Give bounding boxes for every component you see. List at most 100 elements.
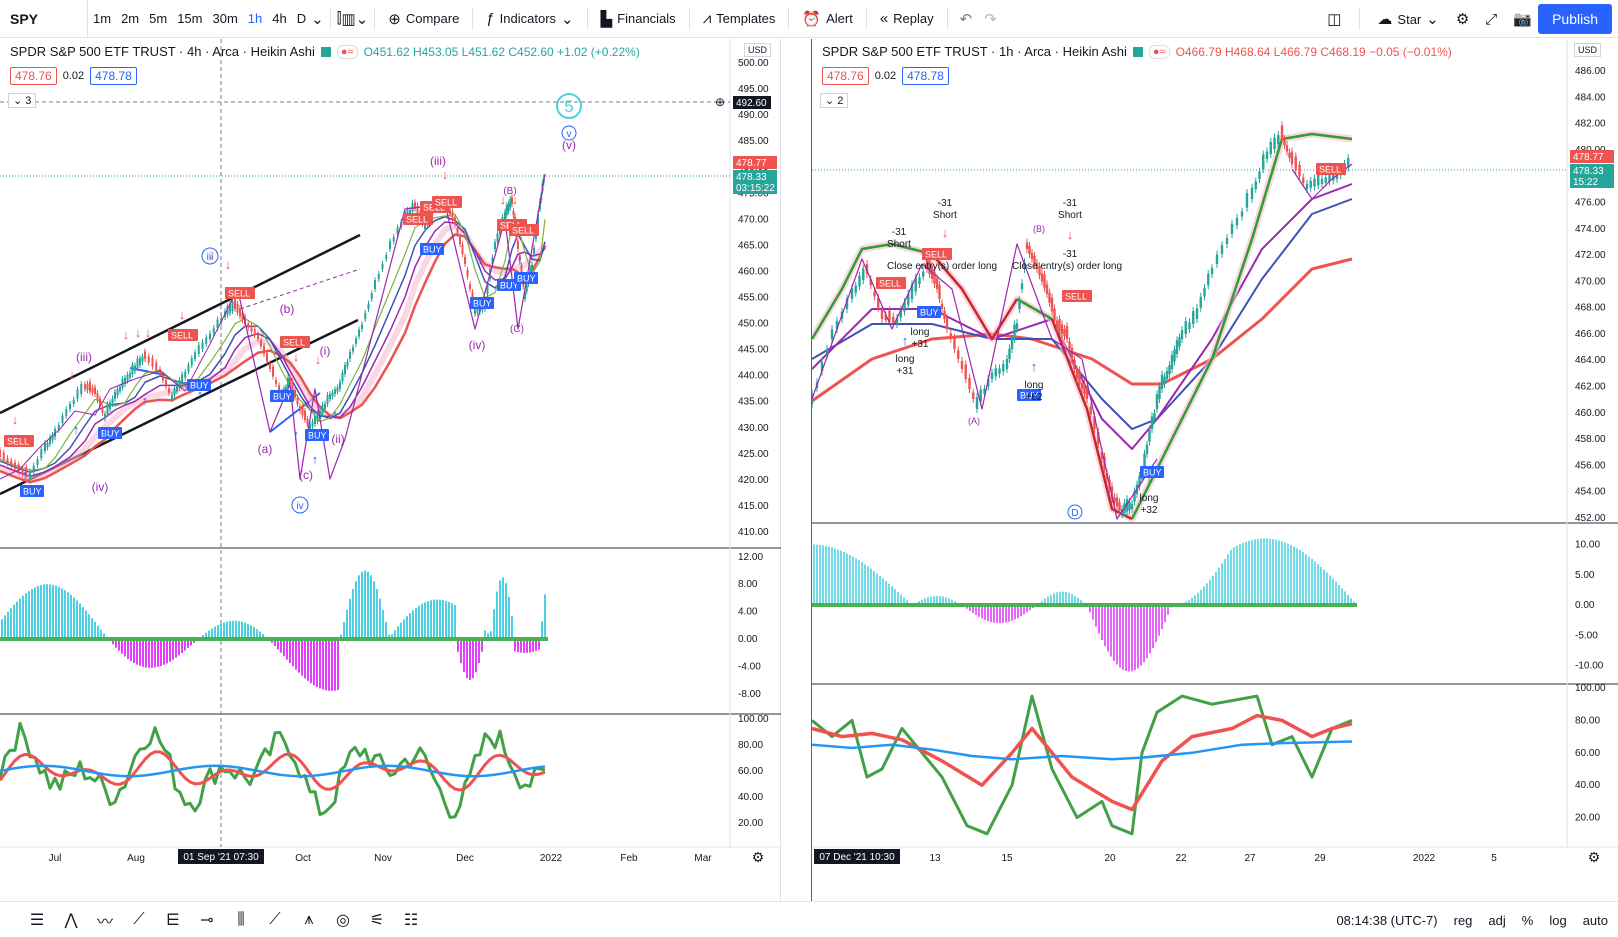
log-toggle[interactable]: log	[1549, 912, 1567, 928]
camera-icon[interactable]: 📷	[1513, 11, 1532, 28]
candle-body	[1294, 156, 1297, 171]
candle-body	[524, 291, 526, 299]
sell-arrow-icon: ↓	[442, 167, 449, 182]
chart-pane-1h[interactable]: 486.00484.00482.00480.00478.00476.00474.…	[811, 39, 1618, 901]
buy-signal-box	[420, 243, 444, 255]
indicators-collapse-button[interactable]: ⌄ 3	[8, 93, 37, 108]
candle-body	[1273, 137, 1276, 149]
pattern-icon[interactable]: ⋀	[64, 911, 78, 929]
buy-price-button[interactable]: 478.78	[90, 67, 137, 85]
compare-button[interactable]: ⊕ Compare	[388, 10, 460, 28]
adj-toggle[interactable]: adj	[1488, 912, 1506, 928]
candle-body	[187, 364, 190, 372]
chevron-down-icon[interactable]: ⌄	[355, 10, 369, 28]
sell-price-button[interactable]: 478.76	[822, 67, 869, 85]
symbol-search[interactable]: SPY	[0, 0, 88, 38]
percent-toggle[interactable]: %	[1521, 912, 1534, 928]
interval-15m[interactable]: 15m	[177, 10, 203, 26]
publish-button[interactable]: Publish	[1538, 4, 1612, 34]
clock-readout[interactable]: 08:14:38 (UTC-7)	[1336, 912, 1438, 928]
rsi-tick-label: 20.00	[1575, 813, 1600, 824]
indicators-collapse-button[interactable]: ⌄ 2	[820, 93, 849, 108]
candle-body	[109, 402, 111, 409]
heikin-toggle-icon[interactable]: ●≈	[336, 44, 358, 59]
candle-body	[1192, 311, 1195, 324]
interval-30m[interactable]: 30m	[212, 10, 238, 26]
session-toggle[interactable]: reg	[1453, 912, 1473, 928]
currency-selector[interactable]: USD	[744, 43, 772, 57]
chart-pane-4h[interactable]: 500.00495.00490.00485.00480.00475.00470.…	[0, 39, 781, 901]
last-price-tag	[1570, 150, 1614, 163]
candle-body	[1199, 296, 1202, 308]
horizontal-line-icon[interactable]: ⊸	[200, 911, 214, 929]
elliott-wave-icon[interactable]: 〰	[96, 913, 113, 931]
layout-selector[interactable]: ☁ Star ⌄	[1377, 11, 1439, 28]
interval-1h[interactable]: 1h	[247, 10, 263, 26]
bars-icon[interactable]: ⫼	[237, 910, 245, 928]
candle-body	[1097, 432, 1100, 444]
candle-body	[114, 391, 116, 399]
list-icon[interactable]: ☷	[403, 911, 419, 929]
instrument-title[interactable]: SPDR S&P 500 ETF TRUST · 1h · Arca · Hei…	[822, 44, 1127, 59]
layout-split-icon[interactable]: ◫	[1327, 11, 1342, 28]
separator	[329, 7, 331, 30]
candle-body	[184, 371, 187, 378]
gear-icon[interactable]: ⚙	[1455, 11, 1470, 28]
settings-lines-icon[interactable]: ⚟	[369, 911, 385, 929]
buy-price-button[interactable]: 478.78	[902, 67, 949, 85]
financials-button[interactable]: ▙ Financials	[600, 10, 676, 28]
fullscreen-icon[interactable]: ⤢	[1485, 10, 1498, 28]
redo-icon[interactable]: ↷	[984, 10, 997, 28]
candle-body	[190, 358, 193, 366]
macd-tick-label: -10.00	[1575, 661, 1604, 672]
ray-icon[interactable]: ⟋	[269, 910, 281, 928]
candle-body	[257, 333, 259, 339]
candle-body	[216, 319, 219, 328]
fib-icon[interactable]: ⋿	[166, 911, 180, 929]
interval-d[interactable]: D	[296, 10, 307, 26]
interval-2m[interactable]: 2m	[121, 10, 140, 26]
bar-style-icon[interactable]: ⫿	[336, 10, 342, 27]
sell-signal: SELL	[879, 279, 901, 289]
candle-body	[935, 278, 939, 289]
templates-button[interactable]: ⩘ Templates	[702, 10, 776, 27]
time-axis-label: Mar	[694, 853, 712, 864]
menu-lines-icon[interactable]: ☰	[29, 911, 45, 929]
candle-body	[1125, 499, 1129, 512]
indicators-button[interactable]: ƒ Indicators ⌄	[486, 10, 574, 28]
candle-body	[116, 389, 119, 396]
buy-signal-box	[470, 297, 494, 309]
candle-body	[278, 385, 280, 392]
candle-style-icon[interactable]: ▥	[341, 10, 356, 28]
cloud-icon: ☁	[1377, 11, 1393, 28]
wave5-circle	[556, 93, 582, 119]
circle-tool-icon[interactable]: ◎	[336, 911, 350, 929]
candle-body	[1100, 451, 1104, 459]
replay-button[interactable]: «Replay	[879, 10, 934, 27]
macd-tick-label: 5.00	[1575, 570, 1595, 581]
chart-canvas-4h[interactable]: 500.00495.00490.00485.00480.00475.00470.…	[0, 39, 781, 901]
heikin-toggle-icon[interactable]: ●≈	[1148, 44, 1170, 59]
auto-toggle[interactable]: auto	[1582, 912, 1608, 928]
spread-value: 0.02	[62, 70, 85, 82]
candle-body	[496, 233, 499, 242]
interval-5m[interactable]: 5m	[149, 10, 168, 26]
interval-4h[interactable]: 4h	[272, 10, 287, 26]
undo-icon[interactable]: ↶	[959, 10, 973, 28]
currency-selector[interactable]: USD	[1574, 43, 1602, 57]
chevron-down-icon[interactable]: ⌄	[311, 10, 324, 28]
interval-1m[interactable]: 1m	[93, 10, 112, 26]
instrument-title[interactable]: SPDR S&P 500 ETF TRUST · 4h · Arca · Hei…	[10, 44, 315, 59]
candle-body	[355, 338, 357, 344]
xabcd-icon[interactable]: ⩚	[304, 910, 314, 928]
candle-body	[466, 269, 469, 277]
sell-price-button[interactable]: 478.76	[10, 67, 57, 85]
buy-signal: BUY	[1020, 391, 1039, 401]
trend-line-icon[interactable]: ⟋	[133, 910, 145, 928]
chart-canvas-1h[interactable]: 486.00484.00482.00480.00478.00476.00474.…	[812, 39, 1618, 901]
candle-body	[1063, 328, 1066, 337]
sell-signal-box	[876, 277, 906, 289]
candle-body	[124, 377, 126, 384]
candle-body	[316, 413, 319, 422]
alert-button[interactable]: ⏰ Alert	[802, 10, 853, 28]
